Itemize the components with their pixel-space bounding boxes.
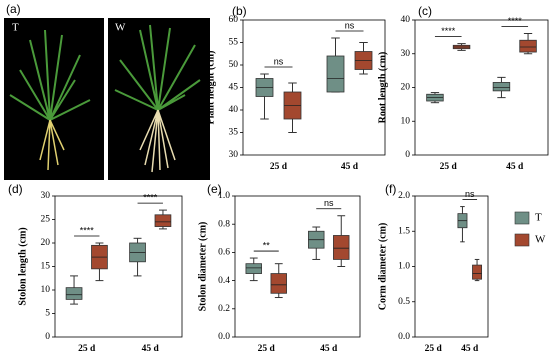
plot-frame [234, 195, 361, 338]
x-tick-label: 25 d [425, 344, 443, 354]
x-tick-label: 45 d [506, 162, 524, 172]
legend-swatch [514, 233, 530, 247]
legend-label: T [535, 212, 542, 224]
x-tick-label: 25 d [270, 162, 288, 172]
box [245, 263, 262, 274]
y-tick-label: 10 [41, 285, 51, 295]
significance-label: ** [263, 240, 271, 250]
panel-label: (d) [8, 182, 23, 196]
box [65, 287, 83, 300]
panel-label: (a) [6, 2, 21, 16]
significance-label: ns [345, 20, 355, 30]
box [270, 273, 287, 294]
y-tick-label: 5 [45, 309, 50, 319]
y-axis-label: Root length (cm) [377, 52, 388, 124]
y-axis-label: Corm diameter (cm) [377, 223, 388, 311]
significance-label: **** [441, 26, 456, 36]
y-tick-label: 0.2 [218, 304, 230, 314]
y-tick-label: 0.0 [398, 332, 410, 342]
y-tick-label: 2.0 [398, 191, 410, 201]
y-tick-label: 0.8 [218, 219, 230, 229]
y-tick-label: 30 [229, 150, 239, 160]
y-tick-label: 45 [229, 83, 239, 93]
legend-swatch [514, 211, 530, 225]
y-tick-label: 60 [229, 15, 239, 25]
y-tick-label: 35 [229, 128, 239, 138]
panel-label: (c) [418, 4, 432, 18]
y-tick-label: 20 [401, 83, 411, 93]
panel-label: (b) [232, 4, 247, 18]
box [492, 82, 511, 92]
y-tick-label: 40 [229, 105, 239, 115]
y-axis-label: Plant height (cm) [205, 51, 216, 125]
plant-t [9, 29, 91, 121]
photo-label: T [12, 22, 19, 34]
y-tick-label: 10 [401, 116, 411, 126]
y-tick-label: 55 [229, 38, 239, 48]
x-tick-label: 45 d [320, 344, 338, 354]
y-tick-label: 0.6 [218, 248, 230, 258]
y-tick-label: 0 [45, 332, 50, 342]
significance-label: **** [80, 225, 95, 235]
y-tick-label: 40 [401, 15, 411, 25]
y-tick-label: 0 [405, 150, 410, 160]
y-tick-label: 25 [41, 215, 51, 225]
photo-panel: (a) T W [4, 2, 210, 180]
x-tick-label: 25 d [78, 344, 96, 354]
panel-label: (f) [385, 182, 396, 196]
y-tick-label: 0.5 [398, 297, 410, 307]
roots-t [39, 119, 65, 171]
significance-label: ns [324, 198, 334, 208]
box [154, 214, 172, 227]
box [333, 235, 350, 260]
x-tick-label: 25 d [258, 344, 276, 354]
y-tick-label: 15 [41, 262, 51, 272]
legend-label: W [535, 234, 546, 246]
photo-label: W [115, 22, 126, 34]
x-tick-label: 45 d [142, 344, 160, 354]
y-tick-label: 30 [401, 49, 411, 59]
y-tick-label: 1.0 [398, 262, 410, 272]
y-tick-label: 20 [41, 238, 51, 248]
photo-t [4, 18, 104, 180]
x-tick-label: 25 d [440, 162, 458, 172]
plant-w [114, 24, 201, 111]
significance-label: ns [274, 56, 284, 66]
y-axis-label: Stolon length (cm) [17, 227, 28, 305]
y-tick-label: 1.5 [398, 226, 410, 236]
y-tick-label: 50 [229, 60, 239, 70]
roots-w [139, 109, 176, 173]
box [326, 55, 345, 93]
significance-label: **** [143, 192, 158, 202]
y-tick-label: 30 [41, 191, 51, 201]
x-tick-label: 45 d [341, 162, 359, 172]
y-tick-label: 1.0 [218, 191, 230, 201]
y-axis-label: Stolon diameter (cm) [197, 222, 208, 312]
y-tick-label: 0.4 [218, 276, 230, 286]
panel-label: (e) [207, 182, 222, 196]
y-tick-label: 0.0 [218, 332, 230, 342]
significance-label: **** [508, 16, 523, 26]
x-tick-label: 45 d [461, 344, 479, 354]
significance-label: ns [465, 189, 475, 199]
box [519, 39, 537, 53]
box [472, 264, 483, 280]
